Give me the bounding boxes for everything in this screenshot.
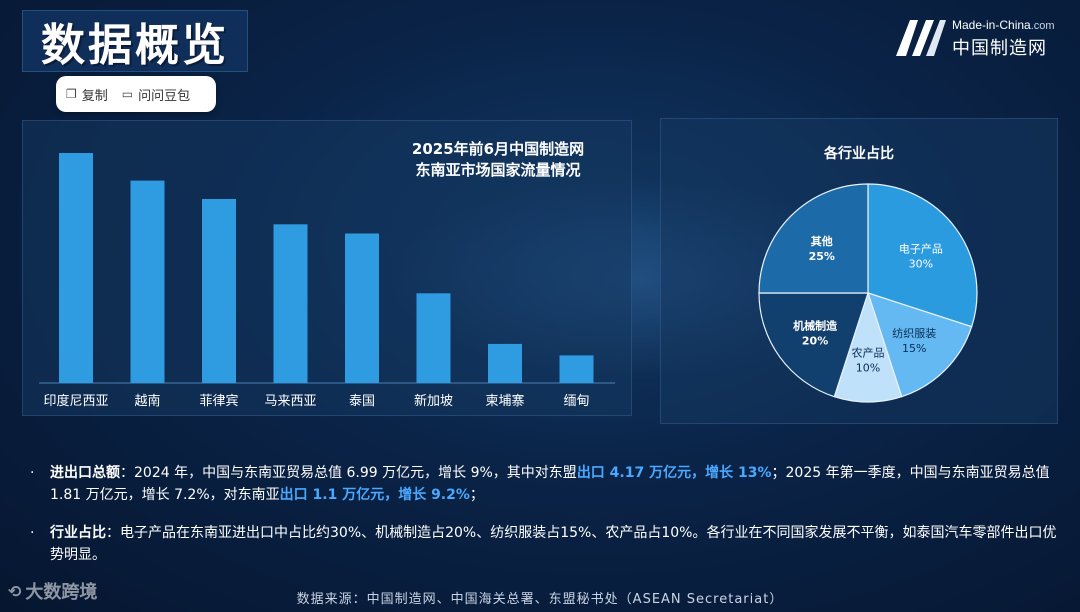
bullet-dot: · (30, 465, 35, 481)
pie-slice (758, 183, 869, 294)
pie-slice (867, 292, 973, 398)
pie-slice-label: 其他 (811, 234, 833, 248)
bar-chart-panel: 印度尼西亚 越南 菲律宾 马来西亚 泰国 新加坡 柬埔寨 缅甸 2025年前6月中国制造网 东… (22, 120, 632, 416)
x-tick-label: 缅甸 (563, 394, 589, 409)
ask-doubao-label: 问问豆包 (138, 88, 191, 104)
pie-slice-label: 机械制造 (793, 318, 838, 332)
bar (559, 355, 594, 383)
pie-slice-value: 20% (802, 334, 828, 347)
pie-chart-title: 各行业占比 (824, 146, 894, 162)
bar (273, 224, 308, 383)
bar (202, 199, 236, 383)
x-tick-label: 柬埔寨 (485, 393, 524, 409)
x-tick-label: 越南 (134, 393, 160, 409)
copy-label: 复制 (81, 88, 108, 104)
pie-slice-value: 25% (809, 250, 835, 263)
bar (130, 180, 165, 383)
ask-doubao-button[interactable]: ▭ 问问豆包 (122, 85, 190, 104)
x-tick-label: 印度尼西亚 (43, 393, 108, 409)
bullet-trade-total-text: 进出口总额：2024 年，中国与东南亚贸易总值 6.99 万亿元，增长 9%，其… (50, 465, 1050, 503)
x-tick-label: 菲律宾 (199, 393, 238, 409)
pie-slice-value: 15% (902, 342, 926, 355)
pie-slice-label: 电子产品 (899, 242, 943, 256)
bullet-industry-share-text: 行业占比：电子产品在东南亚进出口中占比约30%、机械制造占20%、纺织服装占15… (50, 525, 1057, 563)
bar-chart-title: 2025年前6月中国制造网 东南亚市场国家流量情况 (383, 139, 613, 181)
bar (416, 293, 451, 383)
x-tick-label: 新加坡 (414, 393, 453, 409)
chat-icon: ▭ (121, 87, 134, 101)
pie-slice-label: 纺织服装 (892, 326, 936, 340)
x-tick-label: 马来西亚 (264, 394, 316, 409)
logo-m-icon (896, 20, 946, 56)
made-in-china-logo: Made-in-China.com 中国制造网 (896, 16, 1066, 59)
summary-bullets: · 进出口总额：2024 年，中国与东南亚贸易总值 6.99 万亿元，增长 9%… (30, 462, 1060, 582)
logo-cn-text: 中国制造网 (952, 38, 1047, 59)
bar (59, 153, 93, 383)
bar-chart: 印度尼西亚 越南 菲律宾 马来西亚 泰国 新加坡 柬埔寨 缅甸 (39, 153, 615, 409)
page-title: 数据概览 (41, 20, 229, 71)
bullet-dot: · (30, 525, 35, 541)
watermark-text: 大数跨境 (25, 582, 98, 603)
copy-button[interactable]: ❐ 复制 (66, 85, 108, 104)
pie-slice (758, 292, 869, 398)
pie-chart: 电子产品 30% 纺织服装 15% 农产品 10% 机械制造 20% 其他 25% (758, 183, 978, 403)
watermark-icon: ⟲ (8, 581, 22, 601)
x-tick-label: 泰国 (349, 394, 375, 409)
logo-en-text: Made-in-China.com (952, 18, 1055, 32)
bar-chart-title-line2: 东南亚市场国家流量情况 (415, 161, 581, 179)
copy-icon: ❐ (66, 87, 77, 101)
bullet-industry-share: · 行业占比：电子产品在东南亚进出口中占比约30%、机械制造占20%、纺织服装占… (30, 522, 1060, 566)
data-source: 数据来源：中国制造网、中国海关总署、东盟秘书处（ASEAN Secretaria… (296, 592, 784, 607)
page-title-box: 数据概览 (22, 10, 248, 72)
bar (488, 343, 522, 383)
pie-slice-label: 农产品 (852, 345, 885, 359)
watermark: ⟲ 大数跨境 (8, 578, 97, 604)
pie-chart-panel: 各行业占比 电子产品 30% 纺织服装 15% 农产品 10% 机械制造 20% 其他 25% (660, 118, 1058, 424)
bar (345, 233, 379, 383)
bar-chart-title-line1: 2025年前6月中国制造网 (411, 140, 585, 158)
pie-slice (867, 183, 978, 328)
bullet-trade-total: · 进出口总额：2024 年，中国与东南亚贸易总值 6.99 万亿元，增长 9%… (30, 462, 1060, 506)
floating-toolbar: ❐ 复制 ▭ 问问豆包 (56, 76, 216, 112)
pie-slice-value: 30% (909, 258, 933, 271)
pie-slice-value: 10% (856, 361, 880, 374)
